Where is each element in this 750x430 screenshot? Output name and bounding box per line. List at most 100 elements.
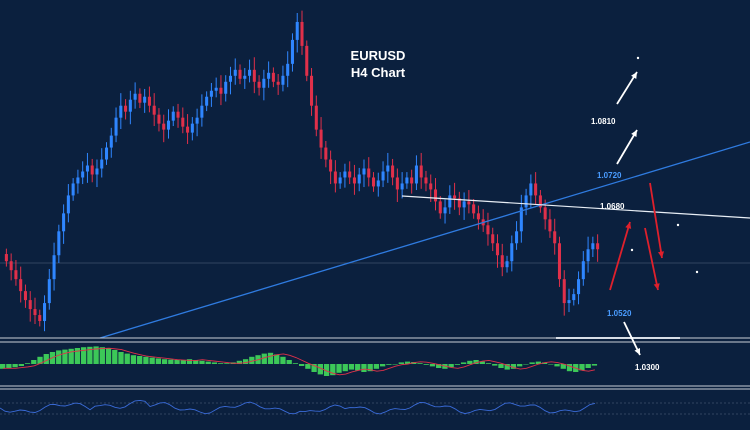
macd-bar [199, 360, 205, 364]
macd-bar [479, 361, 485, 364]
candle-body [143, 96, 147, 103]
candle-body [548, 219, 552, 232]
macd-bar [249, 356, 255, 364]
candle-body [195, 117, 199, 124]
candle-body [581, 261, 585, 280]
macd-bar [56, 350, 62, 364]
macd-bar [535, 361, 542, 364]
macd-bar [355, 364, 361, 371]
macd-bar [274, 354, 280, 364]
candle-body [43, 303, 47, 322]
macd-bar [566, 364, 573, 372]
macd-bar [292, 363, 299, 364]
macd-bar [460, 362, 467, 364]
macd-bar [348, 364, 355, 370]
candle-body [176, 111, 180, 118]
candle-body [424, 177, 428, 184]
macd-bar [317, 364, 323, 375]
candle-body [85, 165, 89, 172]
candle-body [286, 63, 290, 76]
candle-body [95, 168, 99, 175]
candle-body [357, 174, 361, 184]
candle-body [257, 81, 261, 88]
macd-bar [299, 364, 305, 366]
macd-bar [12, 364, 18, 368]
candle-body [486, 225, 490, 235]
candle-body [538, 195, 542, 208]
candle-body [429, 183, 433, 190]
candle-body [515, 231, 519, 244]
macd-bar [492, 364, 498, 366]
candle-body [448, 195, 452, 208]
macd-bar [510, 364, 517, 369]
candle-body [362, 168, 366, 175]
macd-bar [398, 362, 404, 364]
candle-body [281, 75, 285, 85]
macd-bar [373, 364, 380, 369]
macd-bar [386, 364, 392, 365]
levels-layer: 1.0810 1.0720 1.0680 1.0520 1.0300 [591, 117, 660, 372]
macd-bar [0, 364, 6, 369]
candle-body [453, 195, 457, 199]
candle-body [166, 120, 171, 130]
trendlines-layer [0, 56, 750, 390]
arrow-up-target-2-shaft [616, 129, 638, 165]
target-dot [676, 223, 680, 227]
candle-body [19, 279, 23, 292]
candle-body [228, 75, 233, 82]
candle-body [186, 126, 190, 133]
macd-bar [591, 364, 598, 366]
macd-bar [404, 361, 411, 364]
arrow-bear-scenario-2-head [653, 283, 660, 290]
candle-body [500, 255, 504, 268]
candle-body [596, 243, 600, 250]
candle-body [329, 159, 333, 172]
level-label: 1.0520 [607, 309, 632, 318]
candle-body [543, 207, 547, 220]
candle-body [248, 69, 252, 76]
macd-bar [105, 348, 112, 364]
candle-body [519, 207, 523, 232]
candle-body [405, 177, 409, 184]
macd-signal-line [3, 347, 595, 376]
candle-body [76, 177, 80, 184]
macd-bar [180, 360, 186, 364]
candle-body [47, 279, 51, 304]
candle-body [567, 300, 571, 304]
candle-body [52, 255, 56, 280]
macd-bar [130, 355, 137, 364]
macd-bar [168, 359, 174, 364]
candle-body [14, 270, 18, 280]
candle-body [23, 291, 27, 301]
macd-bar [560, 364, 566, 369]
macd-bar [74, 348, 81, 364]
candle-body [491, 234, 495, 244]
candle-body [410, 177, 414, 184]
candle-body [505, 261, 509, 268]
candle-body [9, 261, 13, 271]
macd-bar [342, 364, 348, 372]
macd-bar [99, 347, 105, 364]
chart-title: EURUSD [351, 48, 406, 63]
candle-body [371, 177, 376, 187]
candle-body [290, 39, 294, 64]
candle-body [414, 165, 418, 184]
macd-bar [18, 364, 24, 366]
macd-bar [137, 356, 143, 364]
arrow-bear-scenario-1-shaft [649, 182, 663, 259]
candle-body [57, 231, 61, 256]
macd-bar [498, 364, 504, 368]
macd-bar [236, 360, 243, 364]
rising-trendline [99, 141, 750, 339]
candle-body [171, 111, 175, 121]
candle-body [572, 294, 576, 301]
candle-body [529, 183, 533, 196]
candle-body [395, 177, 399, 190]
candle-body [524, 195, 528, 208]
macd-bar [242, 359, 249, 364]
macd-bar [361, 364, 367, 372]
candle-body [109, 135, 113, 148]
arrow-up-target-2-head [631, 130, 637, 137]
